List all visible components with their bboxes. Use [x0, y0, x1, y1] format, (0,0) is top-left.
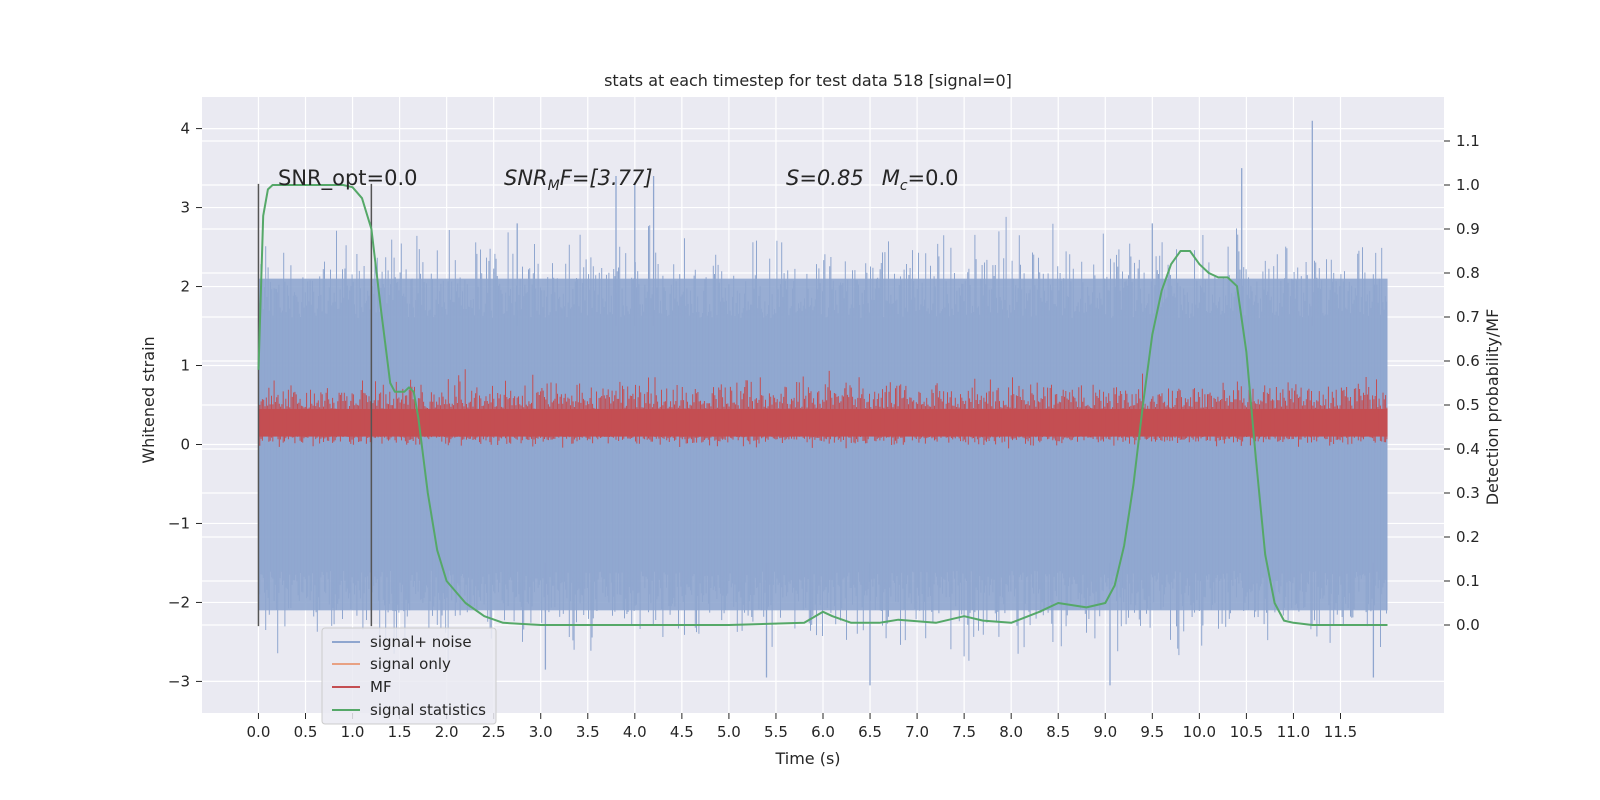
y-right-tick-label: 0.1 — [1456, 572, 1480, 590]
y-right-tick-label: 0.0 — [1456, 616, 1480, 634]
snr-mf-sub: M — [548, 178, 560, 194]
x-axis-ticks: 0.0 0.5 1.0 1.5 2.0 2.5 3.0 3.5 4.0 4.5 5.0 5.5 6.0 6… — [247, 713, 1357, 741]
x-tick-label: 4.0 — [623, 723, 647, 741]
s-text: S=0.85 — [786, 166, 864, 190]
y-right-tick-label: 0.8 — [1456, 264, 1480, 282]
x-tick-label: 6.5 — [858, 723, 882, 741]
x-tick-label: 5.0 — [717, 723, 741, 741]
x-tick-label: 5.5 — [764, 723, 788, 741]
legend: signal+ noise signal only MF signal stat… — [321, 627, 497, 725]
y-tick-label: −1 — [168, 514, 190, 532]
x-tick-label: 3.0 — [529, 723, 553, 741]
y-tick-label: 4 — [180, 120, 190, 138]
y-tick-label: 0 — [180, 435, 190, 453]
y-right-tick-label: 0.4 — [1456, 440, 1480, 458]
legend-label-signal-statistics: signal statistics — [370, 701, 486, 719]
y-right-tick-label: 0.2 — [1456, 528, 1480, 546]
vertical-markers — [257, 183, 373, 627]
x-tick-label: 8.0 — [999, 723, 1023, 741]
x-tick-label: 7.5 — [952, 723, 976, 741]
mc-sub: c — [900, 178, 908, 194]
y-tick-label: 1 — [180, 357, 190, 375]
x-tick-label: 9.0 — [1093, 723, 1117, 741]
x-tick-label: 3.5 — [576, 723, 600, 741]
signal-statistics-line — [257, 184, 1388, 626]
y-right-tick-label: 0.7 — [1456, 308, 1480, 326]
y-tick-label: −3 — [168, 672, 190, 690]
x-tick-label: 8.5 — [1046, 723, 1070, 741]
x-tick-label: 11.5 — [1324, 723, 1357, 741]
x-axis-label: Time (s) — [774, 749, 840, 768]
x-tick-label: 0.5 — [294, 723, 318, 741]
y-right-axis-ticks: 0.0 0.1 0.2 0.3 0.4 0.5 0.6 0.7 0.8 0.9 1.0 1.1 — [1444, 132, 1480, 634]
mf-series — [258, 369, 1388, 449]
snr-mf-annotation: SNRMF=[3.77] — [504, 166, 653, 194]
chart-title: stats at each timestep for test data 518… — [604, 71, 1012, 90]
x-tick-label: 6.0 — [811, 723, 835, 741]
y-right-tick-label: 1.1 — [1456, 132, 1480, 150]
legend-box — [321, 627, 497, 725]
y-tick-label: 2 — [180, 278, 190, 296]
x-tick-label: 7.0 — [905, 723, 929, 741]
y-tick-label: −2 — [168, 593, 190, 611]
y-right-axis-label: Detection probability/MF — [1483, 309, 1502, 506]
x-tick-label: 10.5 — [1230, 723, 1263, 741]
x-tick-label: 0.0 — [247, 723, 271, 741]
snr-opt-annotation: SNR_opt=0.0 — [278, 166, 418, 191]
legend-label-mf: MF — [370, 678, 392, 696]
y-right-tick-label: 0.6 — [1456, 352, 1480, 370]
y-right-tick-label: 0.9 — [1456, 220, 1480, 238]
signal-noise-peaks — [516, 120, 1375, 686]
snr-mf-suffix: F=[3.77] — [560, 166, 653, 190]
legend-label-signal-only: signal only — [370, 655, 451, 673]
y-right-tick-label: 1.0 — [1456, 176, 1480, 194]
y-axis-ticks: −3 −2 −1 0 1 2 3 4 — [168, 120, 202, 690]
x-tick-label: 1.5 — [388, 723, 412, 741]
mc-suffix: =0.0 — [908, 166, 959, 190]
x-tick-label: 11.0 — [1277, 723, 1310, 741]
signal-noise-series — [258, 120, 1388, 686]
y-axis-label: Whitened strain — [139, 336, 158, 463]
y-right-tick-label: 0.3 — [1456, 484, 1480, 502]
s-annotation: S=0.85 Mc=0.0 — [786, 166, 959, 194]
x-tick-label: 2.0 — [435, 723, 459, 741]
mc-prefix: M — [882, 166, 900, 190]
legend-label-signal-noise: signal+ noise — [370, 633, 472, 651]
y-tick-label: 3 — [180, 199, 190, 217]
signal-statistics-series — [257, 184, 1388, 626]
x-tick-label: 4.5 — [670, 723, 694, 741]
x-tick-label: 10.0 — [1183, 723, 1216, 741]
x-tick-label: 1.0 — [341, 723, 365, 741]
x-tick-label: 2.5 — [482, 723, 506, 741]
x-tick-label: 9.5 — [1140, 723, 1164, 741]
snr-mf-prefix: SNR — [504, 166, 548, 190]
y-right-tick-label: 0.5 — [1456, 396, 1480, 414]
